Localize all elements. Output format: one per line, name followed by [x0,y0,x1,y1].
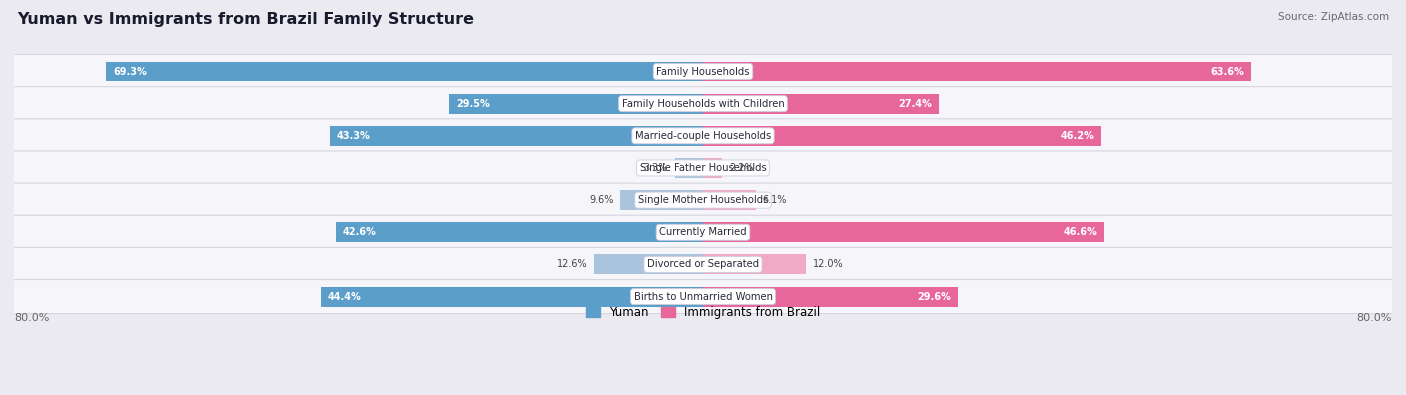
Text: 12.0%: 12.0% [813,260,844,269]
Bar [449,94,703,114]
Text: 80.0%: 80.0% [1357,313,1392,323]
Text: 46.6%: 46.6% [1064,227,1098,237]
Bar [703,287,957,307]
FancyBboxPatch shape [6,87,1400,121]
Text: 27.4%: 27.4% [898,99,932,109]
FancyBboxPatch shape [6,119,1400,153]
Bar [703,94,939,114]
Text: 12.6%: 12.6% [557,260,588,269]
Text: 80.0%: 80.0% [14,313,49,323]
FancyBboxPatch shape [6,151,1400,185]
Bar [703,126,1101,146]
Bar [330,126,703,146]
Bar [620,190,703,210]
FancyBboxPatch shape [6,247,1400,282]
Text: Single Mother Households: Single Mother Households [638,195,768,205]
Text: Married-couple Households: Married-couple Households [636,131,770,141]
Bar [595,254,703,275]
Bar [107,62,703,81]
Bar [321,287,703,307]
Legend: Yuman, Immigrants from Brazil: Yuman, Immigrants from Brazil [581,301,825,324]
Text: 42.6%: 42.6% [343,227,377,237]
Text: Currently Married: Currently Married [659,227,747,237]
FancyBboxPatch shape [6,280,1400,314]
Text: 3.3%: 3.3% [644,163,668,173]
Bar [703,158,721,178]
Text: Family Households: Family Households [657,66,749,77]
FancyBboxPatch shape [6,55,1400,88]
Bar [703,222,1104,242]
Text: Yuman vs Immigrants from Brazil Family Structure: Yuman vs Immigrants from Brazil Family S… [17,12,474,27]
Bar [703,190,755,210]
Text: 63.6%: 63.6% [1211,66,1244,77]
Text: 46.2%: 46.2% [1060,131,1094,141]
Text: 43.3%: 43.3% [337,131,371,141]
Text: 29.6%: 29.6% [917,292,950,301]
Bar [675,158,703,178]
Text: Source: ZipAtlas.com: Source: ZipAtlas.com [1278,12,1389,22]
FancyBboxPatch shape [6,215,1400,249]
Bar [336,222,703,242]
Text: 6.1%: 6.1% [762,195,787,205]
Text: Births to Unmarried Women: Births to Unmarried Women [634,292,772,301]
FancyBboxPatch shape [6,183,1400,217]
Text: Divorced or Separated: Divorced or Separated [647,260,759,269]
Text: 29.5%: 29.5% [456,99,489,109]
Text: Family Households with Children: Family Households with Children [621,99,785,109]
Text: Single Father Households: Single Father Households [640,163,766,173]
Text: 69.3%: 69.3% [112,66,146,77]
Bar [703,62,1251,81]
Text: 9.6%: 9.6% [589,195,613,205]
Text: 44.4%: 44.4% [328,292,361,301]
Text: 2.2%: 2.2% [728,163,754,173]
Bar [703,254,807,275]
